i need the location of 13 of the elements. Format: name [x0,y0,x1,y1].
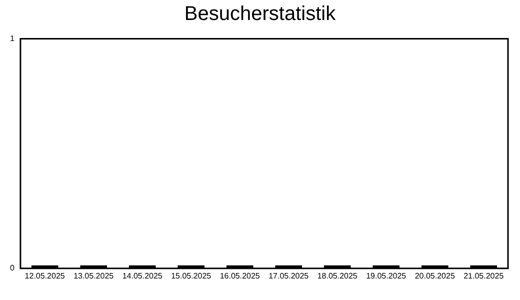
x-tick-label: 20.05.2025 [414,271,456,280]
y-tick-label: 1 [10,34,15,44]
y-tick-label: 0 [10,264,15,273]
x-tick-label: 13.05.2025 [74,271,114,280]
x-tick-label: 17.05.2025 [268,271,310,280]
x-tick-label: 12.05.2025 [24,271,66,280]
x-tick-label: 14.05.2025 [122,271,163,280]
x-tick-label: 21.05.2025 [464,271,504,280]
chart-title: Besucherstatistik [183,2,337,27]
x-tick-label: 16.05.2025 [220,271,260,280]
x-tick-label: 15.05.2025 [171,271,212,280]
x-tick-label: 19.05.2025 [366,271,407,280]
x-tick-label: 18.05.2025 [317,271,358,280]
